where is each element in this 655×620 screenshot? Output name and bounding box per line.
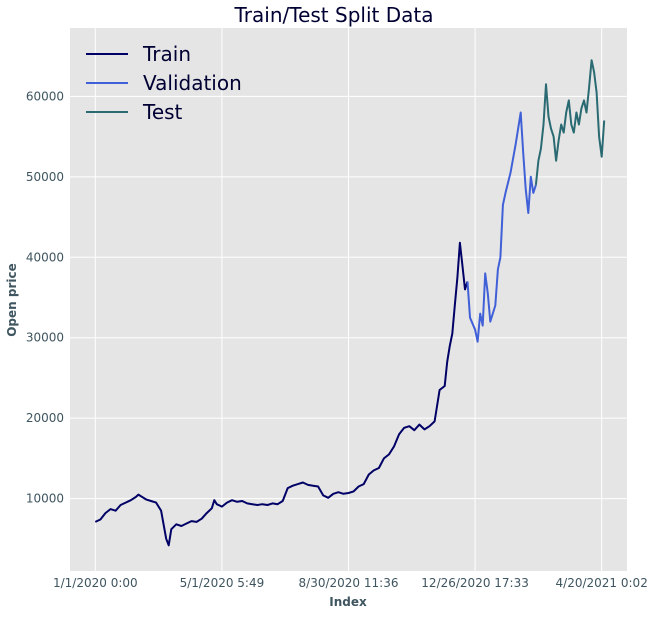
legend-item-validation: Validation: [86, 71, 242, 95]
y-tick-label: 40000: [26, 250, 64, 264]
y-tick-label: 60000: [26, 89, 64, 103]
y-tick-label: 20000: [26, 411, 64, 425]
legend-label-test: Test: [142, 100, 183, 124]
x-tick-label: 1/1/2020 0:00: [53, 576, 138, 590]
x-tick-label: 12/26/2020 17:33: [421, 576, 529, 590]
y-tick-label: 10000: [26, 492, 64, 506]
y-tick-labels: 10000 20000 30000 40000 50000 60000: [26, 89, 64, 505]
series-line-test: [534, 59, 606, 186]
chart-title: Train/Test Split Data: [234, 3, 434, 27]
y-axis-label: Open price: [5, 263, 19, 337]
legend: Train Validation Test: [86, 42, 242, 124]
grid-lines: [70, 28, 627, 571]
series-line-train: [94, 241, 469, 547]
x-tick-label: 8/30/2020 11:36: [299, 576, 399, 590]
x-tick-labels: 1/1/2020 0:00 5/1/2020 5:49 8/30/2020 11:3…: [53, 576, 648, 590]
series-line-validation: [466, 111, 537, 343]
legend-item-test: Test: [86, 100, 183, 124]
x-tick-label: 5/1/2020 5:49: [180, 576, 265, 590]
legend-label-train: Train: [142, 42, 191, 66]
legend-label-validation: Validation: [143, 71, 242, 95]
x-axis-label: Index: [329, 595, 367, 609]
y-tick-label: 30000: [26, 331, 64, 345]
series-lines: [94, 59, 606, 547]
legend-item-train: Train: [86, 42, 191, 66]
x-tick-label: 4/20/2021 0:02: [556, 576, 648, 590]
y-tick-label: 50000: [26, 170, 64, 184]
